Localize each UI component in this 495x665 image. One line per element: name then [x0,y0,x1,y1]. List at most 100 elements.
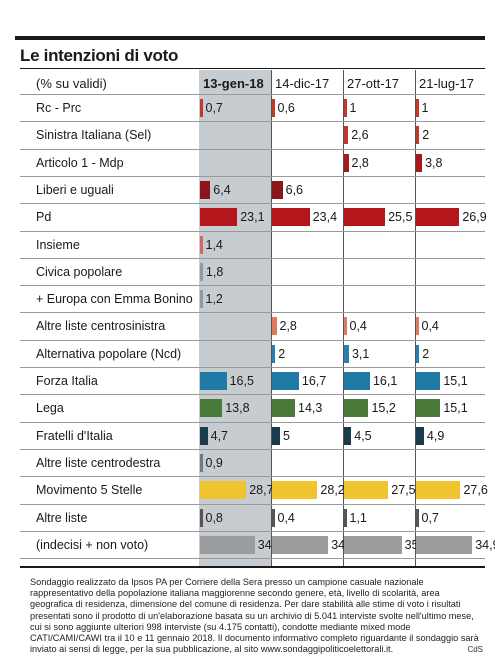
value-bar [272,99,275,117]
value-bar [416,99,419,117]
party-label: Altre liste [36,510,88,525]
party-row: Altre liste [20,505,485,532]
column-divider [343,70,344,566]
value-label: 27,6 [463,483,488,498]
value-bar [344,399,369,418]
value-bar [200,180,211,199]
column-header-21-lug-17: 21-lug-17 [419,76,474,91]
value-label: 1,1 [349,510,367,525]
value-label: 14,3 [298,401,323,416]
value-bar [344,426,352,445]
value-bar [416,426,424,445]
value-bar [200,262,203,281]
row-divider [20,421,485,423]
value-bar [200,508,203,527]
value-label: 5 [283,428,290,443]
party-label: Insieme [36,237,80,252]
column-header-14-dic-17: 14-dic-17 [275,76,330,91]
value-label: 2,8 [351,155,369,170]
value-bar [200,290,203,309]
row-divider [20,230,485,232]
value-label: 0,4 [349,319,367,334]
value-label: 25,5 [388,210,413,225]
value-label: 1 [349,101,357,115]
value-bar [416,372,441,390]
value-bar [272,372,299,390]
party-label: Articolo 1 - Mdp [36,155,124,170]
value-label: 0,4 [421,319,439,334]
party-label: Fratelli d'Italia [36,428,113,443]
value-label: 6,6 [285,182,304,197]
party-label: Pd [36,210,52,225]
value-label: 16,7 [301,374,327,388]
row-divider [20,339,485,341]
value-label: 3,1 [351,346,370,361]
value-bar [416,535,473,554]
value-bar [416,317,419,336]
credit: CdS [467,645,483,654]
party-row: (indecisi + non voto) [20,532,485,559]
party-label: Civica popolare [36,264,123,279]
value-label: 2 [422,128,430,143]
value-bar [200,399,223,418]
value-label: 2 [422,346,430,361]
row-divider [20,148,485,150]
value-bar [200,426,208,445]
value-bar [272,481,318,500]
value-bar [272,344,276,363]
party-row: Fratelli d'Italia [20,423,485,450]
party-label: (indecisi + non voto) [36,537,149,552]
party-row: Insieme [20,232,485,259]
value-label: 16,5 [229,374,254,388]
value-bar [272,426,281,445]
value-label: 16,1 [372,374,398,388]
value-bar [344,208,386,227]
value-bar [200,535,255,554]
row-divider [20,476,485,478]
value-bar [344,535,402,554]
row-divider [20,503,485,505]
column-header-13-gen-18: 13-gen-18 [203,76,264,91]
value-label: 2,8 [279,319,297,334]
party-label: Altre liste centrosinistra [36,319,166,334]
value-bar [344,153,349,172]
column-divider [271,70,272,566]
party-row: Forza Italia [20,368,485,395]
value-bar [272,508,275,527]
party-label: Movimento 5 Stelle [36,483,143,498]
value-bar [416,344,420,363]
value-bar [344,372,370,390]
value-label: 23,1 [240,210,265,225]
value-bar [344,344,349,363]
party-label: Alternativa popolare (Ncd) [36,346,182,361]
party-row: Rc - Prc [20,95,485,122]
party-row: Articolo 1 - Mdp [20,150,485,177]
value-label: 3,8 [425,155,443,170]
value-label: 27,5 [391,483,416,498]
value-label: 34,9 [475,537,495,552]
value-bar [272,208,310,227]
value-label: 2 [278,346,286,361]
value-bar [200,99,203,117]
value-bar [344,481,389,500]
value-label: 4,5 [354,428,372,443]
value-label: 4,7 [210,428,228,443]
value-bar [344,126,349,145]
party-row: Lega [20,395,485,422]
value-label: 34 [257,537,272,552]
party-row: Civica popolare [20,259,485,286]
chart-title: Le intenzioni di voto [20,46,179,65]
value-label: 26,9 [462,210,487,225]
value-bar [272,535,329,554]
row-header-label: (% su validi) [36,76,107,91]
value-label: 15,1 [443,401,468,416]
row-divider [20,558,485,560]
value-bar [200,481,247,500]
value-label: 0,7 [421,510,439,525]
party-row: Movimento 5 Stelle [20,477,485,504]
bottom-rule [20,566,485,568]
value-bar [200,453,203,472]
row-divider [20,367,485,368]
row-divider [20,394,485,396]
value-bar [416,399,441,418]
